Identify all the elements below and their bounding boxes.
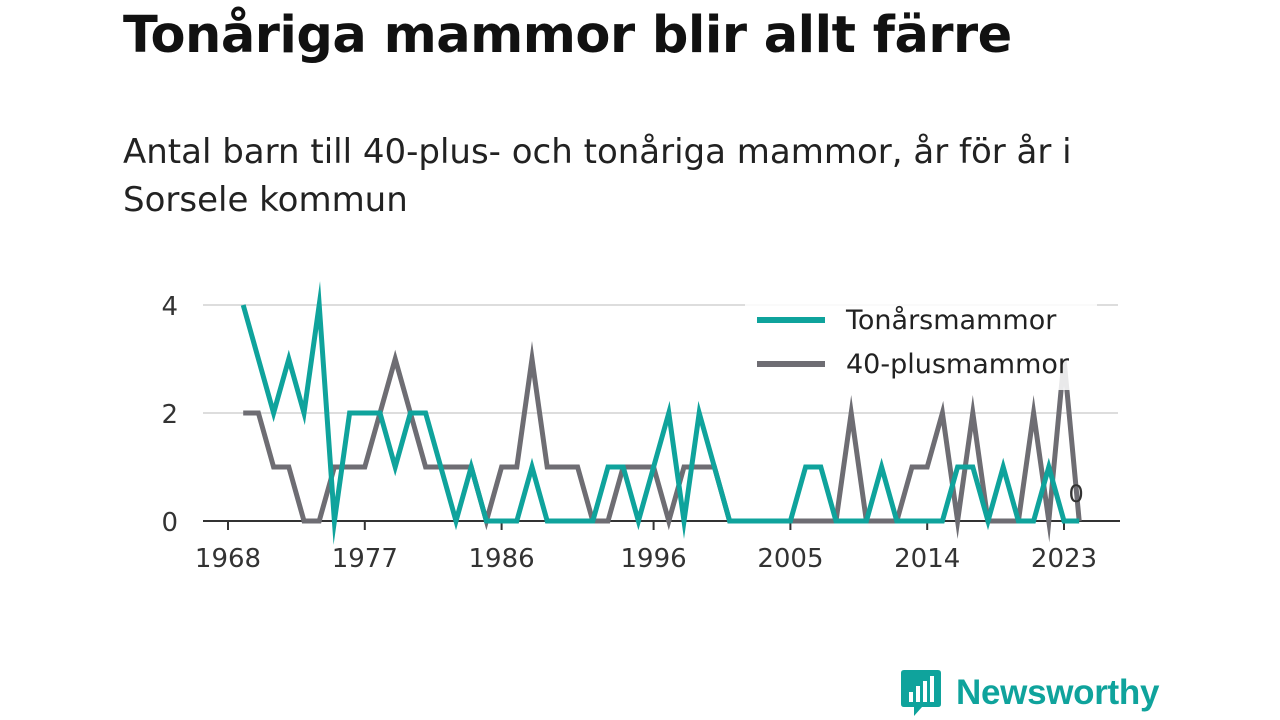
series-line-fortyplus-mammor [243, 341, 1082, 543]
x-tick-label: 2023 [1031, 544, 1097, 574]
x-tick-label: 2005 [757, 544, 823, 574]
x-tick-label: 2014 [894, 544, 960, 574]
series-line-tonarsmammor [240, 281, 1080, 545]
chart-subtitle: Antal barn till 40-plus- och tonåriga ma… [123, 132, 1072, 220]
y-tick-label: 0 [161, 508, 178, 538]
chart-title: Tonåriga mammor blir allt färre [123, 6, 1012, 65]
x-tick-label: 1986 [469, 544, 535, 574]
x-tick-label: 1968 [195, 544, 261, 574]
newsworthy-logo: Newsworthy [900, 668, 1159, 718]
x-tick-label: 1977 [332, 544, 398, 574]
legend-label: 40-plusmammor [846, 349, 1070, 380]
x-tick-label: 1996 [621, 544, 687, 574]
legend-label: Tonårsmammor [845, 305, 1057, 336]
y-tick-label: 2 [161, 400, 178, 430]
y-tick-label: 4 [161, 292, 178, 322]
legend-background [745, 298, 1097, 390]
line-chart: 0 2 4 1968 1977 1986 1996 2005 2014 2023 0 Tonårsma… [161, 281, 1120, 574]
brand-name: Newsworthy [956, 673, 1160, 712]
end-value-label: 0 [1069, 480, 1084, 508]
newsworthy-logo-icon [901, 670, 941, 716]
